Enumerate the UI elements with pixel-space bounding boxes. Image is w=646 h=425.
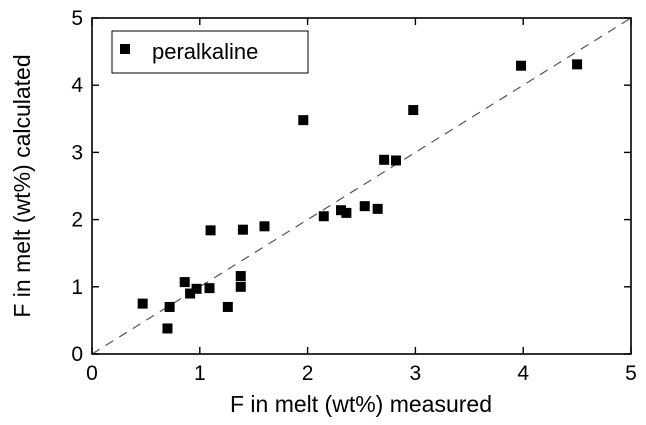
data-point bbox=[379, 154, 390, 165]
data-point bbox=[390, 155, 401, 166]
data-point bbox=[222, 301, 233, 312]
data-point bbox=[235, 281, 246, 292]
legend-marker bbox=[120, 44, 130, 54]
plot-frame bbox=[91, 17, 632, 355]
data-point bbox=[298, 115, 309, 126]
data-point bbox=[359, 201, 370, 212]
y-tick-label: 4 bbox=[71, 74, 83, 97]
data-point bbox=[204, 283, 215, 294]
x-tick-label: 3 bbox=[410, 362, 422, 385]
x-tick-label: 5 bbox=[625, 362, 637, 385]
data-point bbox=[237, 224, 248, 235]
data-point bbox=[259, 221, 270, 232]
data-point bbox=[516, 60, 527, 71]
data-point bbox=[137, 298, 148, 309]
data-point bbox=[179, 277, 190, 288]
data-point bbox=[235, 271, 246, 282]
data-point bbox=[164, 301, 175, 312]
x-tick-label: 1 bbox=[194, 362, 206, 385]
y-axis-title: F in melt (wt%) calculated bbox=[9, 54, 35, 317]
legend-box bbox=[111, 30, 309, 74]
y-tick-label: 1 bbox=[71, 276, 83, 299]
data-point bbox=[408, 105, 419, 116]
y-tick-label: 5 bbox=[71, 7, 83, 30]
data-point bbox=[372, 203, 383, 214]
x-tick-label: 0 bbox=[86, 362, 98, 385]
reference-line-y-equals-x bbox=[91, 17, 632, 355]
data-point bbox=[205, 225, 216, 236]
legend: peralkaline bbox=[111, 30, 309, 74]
x-axis-title: F in melt (wt%) measured bbox=[230, 391, 492, 417]
legend-label: peralkaline bbox=[152, 39, 258, 64]
y-tick-label: 0 bbox=[71, 343, 83, 366]
y-tick-label: 2 bbox=[71, 209, 83, 232]
data-point bbox=[572, 59, 583, 70]
data-point bbox=[318, 211, 329, 222]
x-tick-label: 4 bbox=[517, 362, 529, 385]
data-point bbox=[191, 283, 202, 294]
y-tick-label: 3 bbox=[71, 141, 83, 164]
data-point bbox=[336, 205, 347, 216]
data-point bbox=[341, 207, 352, 218]
data-point bbox=[162, 323, 173, 334]
data-point bbox=[185, 288, 196, 299]
x-tick-label: 2 bbox=[302, 362, 314, 385]
